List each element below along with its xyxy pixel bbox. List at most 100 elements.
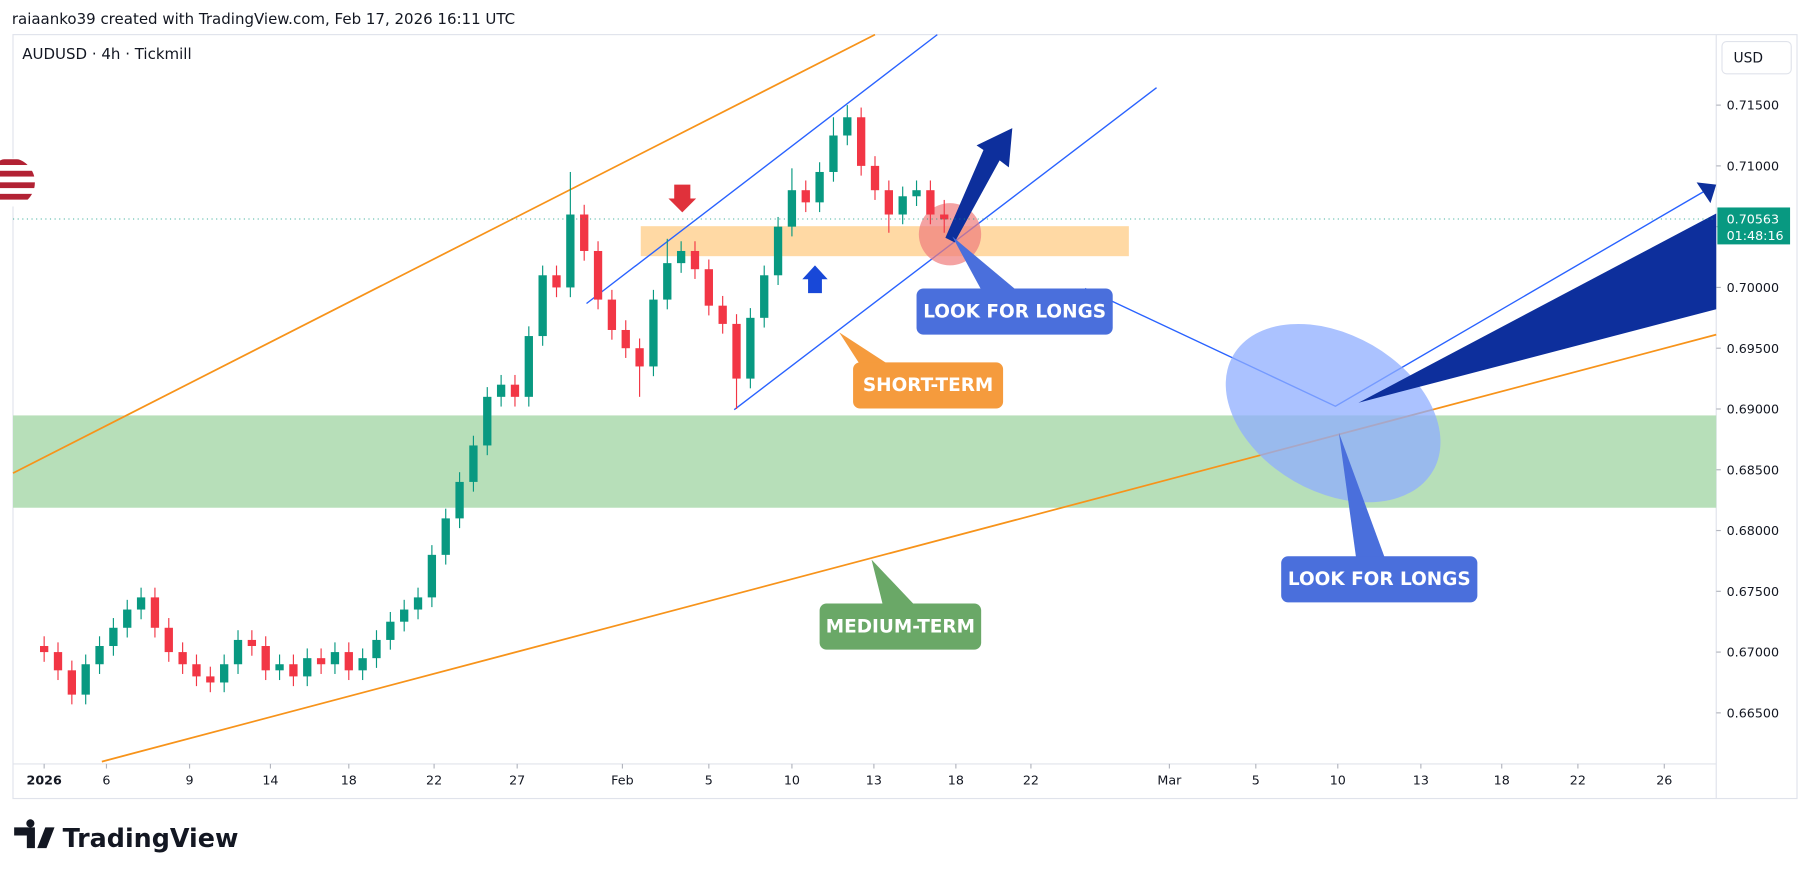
x-tick-label: 13: [1413, 773, 1429, 788]
candle-body: [455, 481, 464, 519]
candle-body: [192, 664, 201, 677]
candle-body: [303, 658, 312, 677]
candle-body: [898, 196, 907, 215]
y-tick-label: 0.67000: [1727, 645, 1779, 660]
candle-body: [136, 597, 146, 610]
x-tick-label: 14: [262, 773, 278, 788]
x-tick-label: 5: [705, 773, 713, 788]
x-tick-label: 22: [1023, 773, 1039, 788]
brand-name: TradingView: [63, 823, 239, 853]
candle-body: [95, 646, 104, 665]
candle-body: [884, 190, 893, 215]
y-tick-label: 0.68000: [1727, 523, 1779, 538]
candle-body: [552, 275, 561, 288]
candle-body: [787, 190, 797, 227]
candle-body: [538, 275, 547, 337]
x-tick-label: 5: [1252, 773, 1260, 788]
x-tick-label: 13: [866, 773, 882, 788]
x-tick-label: 22: [1570, 773, 1586, 788]
candle-body: [607, 299, 617, 330]
candle-body: [940, 214, 949, 220]
candle-body: [386, 621, 395, 640]
symbol-title: AUDUSD · 4h · Tickmill: [22, 45, 191, 63]
last-price-box: [1717, 207, 1791, 245]
candle-body: [649, 299, 658, 367]
flag: [0, 158, 35, 207]
candle-body: [912, 190, 921, 197]
candle-body: [178, 652, 187, 665]
candle-body: [344, 652, 353, 671]
candles: [40, 105, 949, 705]
up-arrow: [945, 128, 1013, 243]
y-tick-label: 0.68500: [1727, 462, 1779, 477]
candle-body: [829, 135, 838, 172]
candle-body: [801, 190, 810, 203]
candle-body: [718, 305, 727, 324]
candle-body: [400, 609, 409, 622]
last-price: 0.70563: [1727, 212, 1779, 227]
x-tick-label: 2026: [26, 773, 61, 788]
candle-body: [53, 652, 63, 671]
currency[interactable]: USD: [1734, 50, 1764, 66]
x-tick-label: 10: [1330, 773, 1346, 788]
candle-body: [247, 639, 257, 647]
candle-body: [815, 171, 824, 203]
callouts: LOOK FOR LONGS SHORT-TERM MEDIUM-TERM LO…: [819, 236, 1478, 650]
x-tick-label: Feb: [611, 773, 633, 788]
resistance-zone: [640, 226, 1129, 257]
callout-pointer: [1338, 432, 1386, 559]
candle-body: [496, 384, 506, 397]
candle-body: [773, 226, 783, 276]
axes: 0.715000.710000.705000.700000.695000.690…: [26, 98, 1779, 788]
candle-body: [760, 275, 769, 318]
candle-body: [483, 396, 492, 446]
x-tick-label: 18: [1494, 773, 1510, 788]
candle-body: [206, 676, 215, 683]
candle-body: [524, 336, 533, 397]
candle-body: [510, 384, 520, 397]
support-zone: [12, 415, 1717, 508]
candle-body: [469, 445, 478, 482]
callout-text: LOOK FOR LONGS: [923, 301, 1106, 322]
y-tick-label: 0.70000: [1727, 280, 1779, 295]
candle-body: [413, 597, 423, 610]
candle-body: [635, 348, 644, 367]
candle-body: [109, 627, 118, 647]
candle-body: [621, 329, 630, 349]
candle-body: [441, 518, 450, 555]
candle-body: [427, 554, 437, 598]
candle-body: [663, 263, 672, 300]
brand-logo: [14, 819, 55, 849]
callout-text: MEDIUM-TERM: [826, 616, 975, 637]
candle-body: [358, 658, 367, 671]
candle-body: [330, 652, 340, 665]
trendline: [12, 33, 876, 474]
x-tick-label: 9: [186, 773, 194, 788]
candle-body: [593, 250, 603, 300]
candle-body: [732, 323, 741, 379]
callout-box: [853, 362, 1004, 409]
y-tick-label: 0.66500: [1727, 705, 1779, 720]
brand: TradingView: [14, 819, 238, 853]
y-tick-label: 0.69500: [1727, 341, 1779, 356]
candle-body: [123, 609, 132, 628]
candle-body: [164, 627, 173, 653]
callout-box: [1281, 556, 1478, 603]
candle-body: [856, 117, 866, 166]
x-tick-label: 22: [426, 773, 442, 788]
x-tick-label: 27: [509, 773, 525, 788]
y-tick-label: 0.71500: [1727, 98, 1779, 113]
candle-body: [67, 670, 77, 695]
x-tick-label: 26: [1656, 773, 1672, 788]
candle-body: [580, 214, 589, 251]
callout-text: SHORT-TERM: [863, 375, 993, 396]
currency-box[interactable]: [1721, 40, 1792, 75]
candle-body: [746, 317, 755, 379]
candle-body: [220, 664, 229, 683]
caption: raiaanko39 created with TradingView.com,…: [12, 10, 515, 28]
candle-body: [261, 646, 270, 671]
down-marker: [668, 184, 697, 213]
candle-body: [870, 165, 880, 191]
candle-body: [690, 250, 700, 270]
